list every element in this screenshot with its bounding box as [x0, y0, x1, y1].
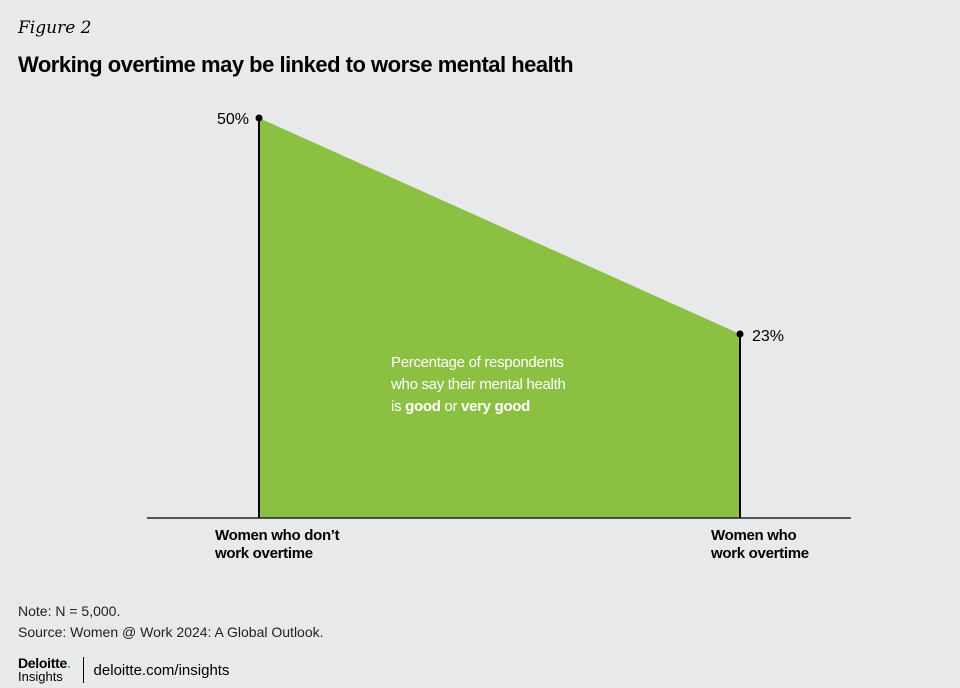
logo-main: Deloitte. [18, 655, 71, 671]
footer: Deloitte. Insights deloitte.com/insights [18, 656, 229, 684]
site-link[interactable]: deloitte.com/insights [93, 661, 230, 679]
annotation-line: is good or very good [391, 398, 530, 415]
annotation-line: Percentage of respondents [391, 354, 564, 371]
footer-divider [82, 657, 84, 683]
figure-label: Figure 2 [18, 18, 92, 38]
category-label: work overtime [214, 545, 313, 562]
category-label: Women who don’t [215, 527, 340, 544]
source-text: Source: Women @ Work 2024: A Global Outl… [18, 624, 324, 640]
chart-notes: Note: N = 5,000. Source: Women @ Work 20… [18, 601, 324, 643]
data-point [255, 114, 263, 122]
category-label: work overtime [710, 545, 809, 562]
area-fill [259, 118, 740, 518]
annotation-line: who say their mental health [390, 376, 566, 393]
value-label: 50% [217, 111, 249, 128]
note-text: Note: N = 5,000. [18, 603, 121, 619]
deloitte-insights-logo: Deloitte. Insights [18, 656, 71, 684]
value-label: 23% [752, 328, 784, 345]
logo-sub: Insights [18, 669, 63, 684]
data-point [736, 330, 744, 338]
chart-title: Working overtime may be linked to worse … [18, 52, 574, 77]
category-label: Women who [711, 527, 796, 544]
